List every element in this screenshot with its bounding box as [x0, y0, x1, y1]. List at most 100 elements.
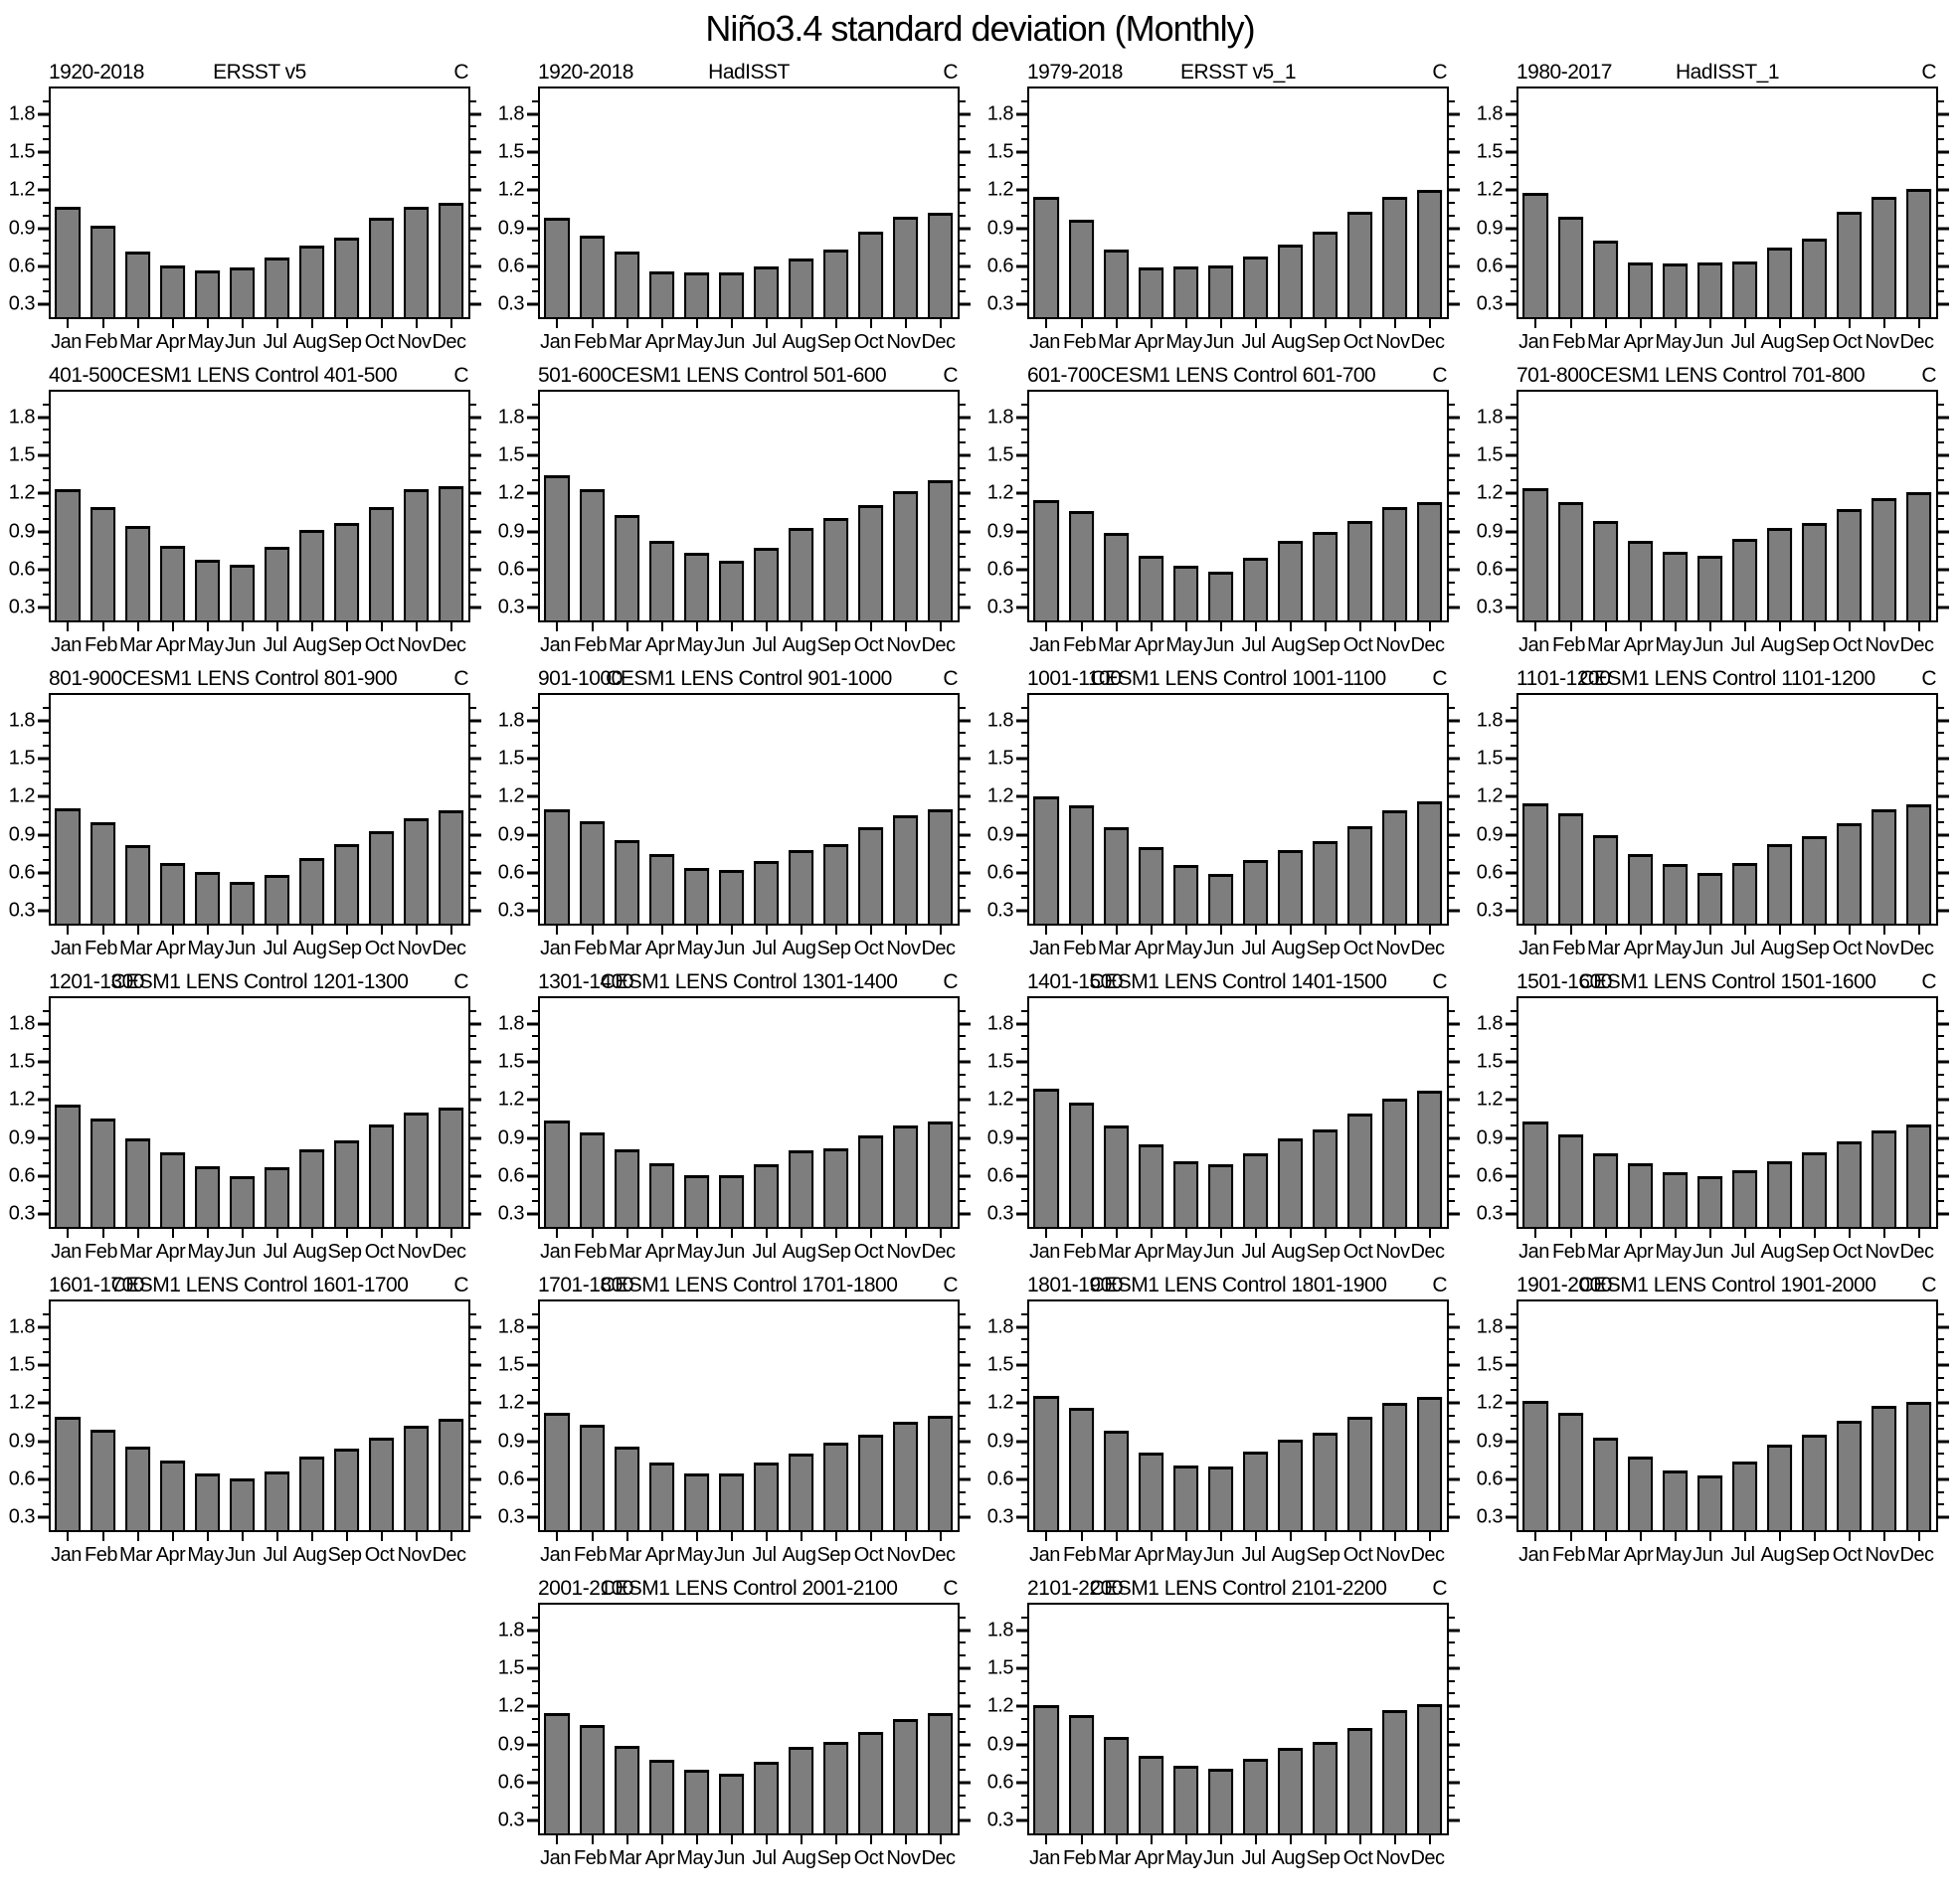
x-tick-label: Aug	[1271, 938, 1306, 959]
x-tick	[206, 1532, 209, 1541]
y-tick-label: 0.3	[497, 1809, 525, 1831]
bar	[1068, 1715, 1095, 1833]
y-major-tick	[960, 1743, 971, 1747]
y-major-tick	[1938, 568, 1949, 572]
y-minor-tick	[532, 1654, 538, 1657]
x-tick	[415, 622, 418, 631]
x-tick-label: Mar	[1098, 938, 1131, 959]
bar	[892, 217, 919, 317]
panel-title: CESM1 LENS Control 1501-1600	[1578, 970, 1876, 993]
y-minor-tick	[1511, 543, 1516, 546]
y-minor-tick	[532, 1048, 538, 1051]
y-major-tick	[1938, 1440, 1949, 1444]
y-major-tick	[527, 453, 538, 457]
y-minor-tick	[1449, 1692, 1455, 1695]
x-tick	[765, 1229, 768, 1238]
y-minor-tick	[1511, 1009, 1516, 1012]
panel-title: CESM1 LENS Control 1801-1900	[1089, 1274, 1387, 1296]
y-minor-tick	[960, 859, 966, 862]
y-major-tick	[1938, 1401, 1949, 1405]
y-minor-tick	[960, 1200, 966, 1203]
y-tick-label: 0.9	[986, 1733, 1014, 1756]
y-major-tick	[470, 909, 481, 913]
x-tick	[904, 926, 907, 935]
plot-area: 0.3 0.6 0.9 1.2 1.5 1.8	[498, 996, 971, 1238]
bar	[614, 1446, 640, 1530]
y-major-tick	[1449, 719, 1460, 723]
y-major-tick	[1506, 568, 1516, 572]
x-tick	[591, 319, 594, 328]
y-major-tick	[1938, 909, 1949, 913]
y-major-tick	[38, 719, 49, 723]
y-minor-tick	[1511, 1503, 1516, 1506]
x-axis-labels: Jan Feb Mar Apr May Jun Jul Aug Sep Oct Nov Dec	[1027, 622, 1445, 662]
y-minor-tick	[960, 897, 966, 900]
x-tick	[730, 319, 733, 328]
x-tick-label: Oct	[853, 331, 884, 353]
y-minor-tick	[1021, 1338, 1027, 1341]
bar	[1522, 1400, 1549, 1530]
bar	[159, 1151, 186, 1227]
page-title: Niño3.4 standard deviation (Monthly)	[705, 8, 1255, 49]
panel-period-label: 701-800	[1516, 364, 1590, 387]
x-tick	[1882, 622, 1885, 631]
y-minor-tick	[1021, 820, 1027, 823]
y-minor-tick	[1938, 1490, 1944, 1493]
y-tick-label: 0.6	[986, 558, 1014, 581]
y-tick-label: 1.2	[1476, 784, 1504, 807]
y-minor-tick	[1021, 543, 1027, 546]
x-tick	[1428, 319, 1431, 328]
y-tick-label: 1.8	[1476, 1315, 1504, 1338]
y-minor-tick	[470, 1490, 476, 1493]
x-tick	[765, 1532, 768, 1541]
bar	[1416, 502, 1443, 620]
y-minor-tick	[960, 1048, 966, 1051]
x-tick-label: Jan	[51, 634, 82, 656]
y-major-tick	[1506, 453, 1516, 457]
y-minor-tick	[960, 176, 966, 179]
bar	[89, 1119, 116, 1227]
y-minor-tick	[1449, 1389, 1455, 1392]
x-tick-label: Jan	[540, 1544, 571, 1566]
y-major-tick	[470, 491, 481, 495]
x-tick	[1534, 1229, 1537, 1238]
y-tick-label: 0.3	[497, 1505, 525, 1528]
y-major-tick	[527, 491, 538, 495]
x-tick	[1882, 1229, 1885, 1238]
y-minor-tick	[43, 441, 49, 444]
y-major-tick	[1016, 227, 1027, 231]
plot-area: 0.3 0.6 0.9 1.2 1.5 1.8	[987, 86, 1460, 328]
y-major-tick	[38, 568, 49, 572]
y-major-tick	[1449, 1136, 1460, 1140]
y-minor-tick	[1938, 1162, 1944, 1165]
x-tick	[869, 622, 872, 631]
y-minor-tick	[43, 125, 49, 128]
y-minor-tick	[960, 1162, 966, 1165]
y-minor-tick	[43, 884, 49, 887]
bar	[1696, 555, 1723, 620]
bar	[683, 867, 710, 924]
y-minor-tick	[960, 277, 966, 280]
y-minor-tick	[532, 1756, 538, 1759]
y-minor-tick	[532, 1149, 538, 1152]
y-major-tick	[1506, 150, 1516, 154]
x-tick-label: Sep	[327, 634, 362, 656]
y-minor-tick	[1511, 240, 1516, 243]
panel-title-row: 1101-1200 CESM1 LENS Control 1101-1200 C	[1516, 666, 1938, 693]
y-minor-tick	[960, 125, 966, 128]
y-minor-tick	[1021, 594, 1027, 597]
y-tick-label: 1.2	[1476, 481, 1504, 504]
bar	[368, 1437, 395, 1530]
y-tick-label: 0.6	[1476, 1467, 1504, 1490]
y-major-tick	[1449, 1629, 1460, 1633]
y-tick-label: 1.8	[497, 406, 525, 429]
y-minor-tick	[1511, 897, 1516, 900]
panel-title: CESM1 LENS Control 1901-2000	[1578, 1274, 1876, 1296]
y-minor-tick	[960, 782, 966, 785]
y-minor-tick	[470, 138, 476, 141]
y-minor-tick	[470, 1149, 476, 1152]
y-minor-tick	[470, 1376, 476, 1379]
bar	[89, 821, 116, 924]
bar	[1627, 540, 1654, 620]
bar	[124, 1446, 151, 1530]
